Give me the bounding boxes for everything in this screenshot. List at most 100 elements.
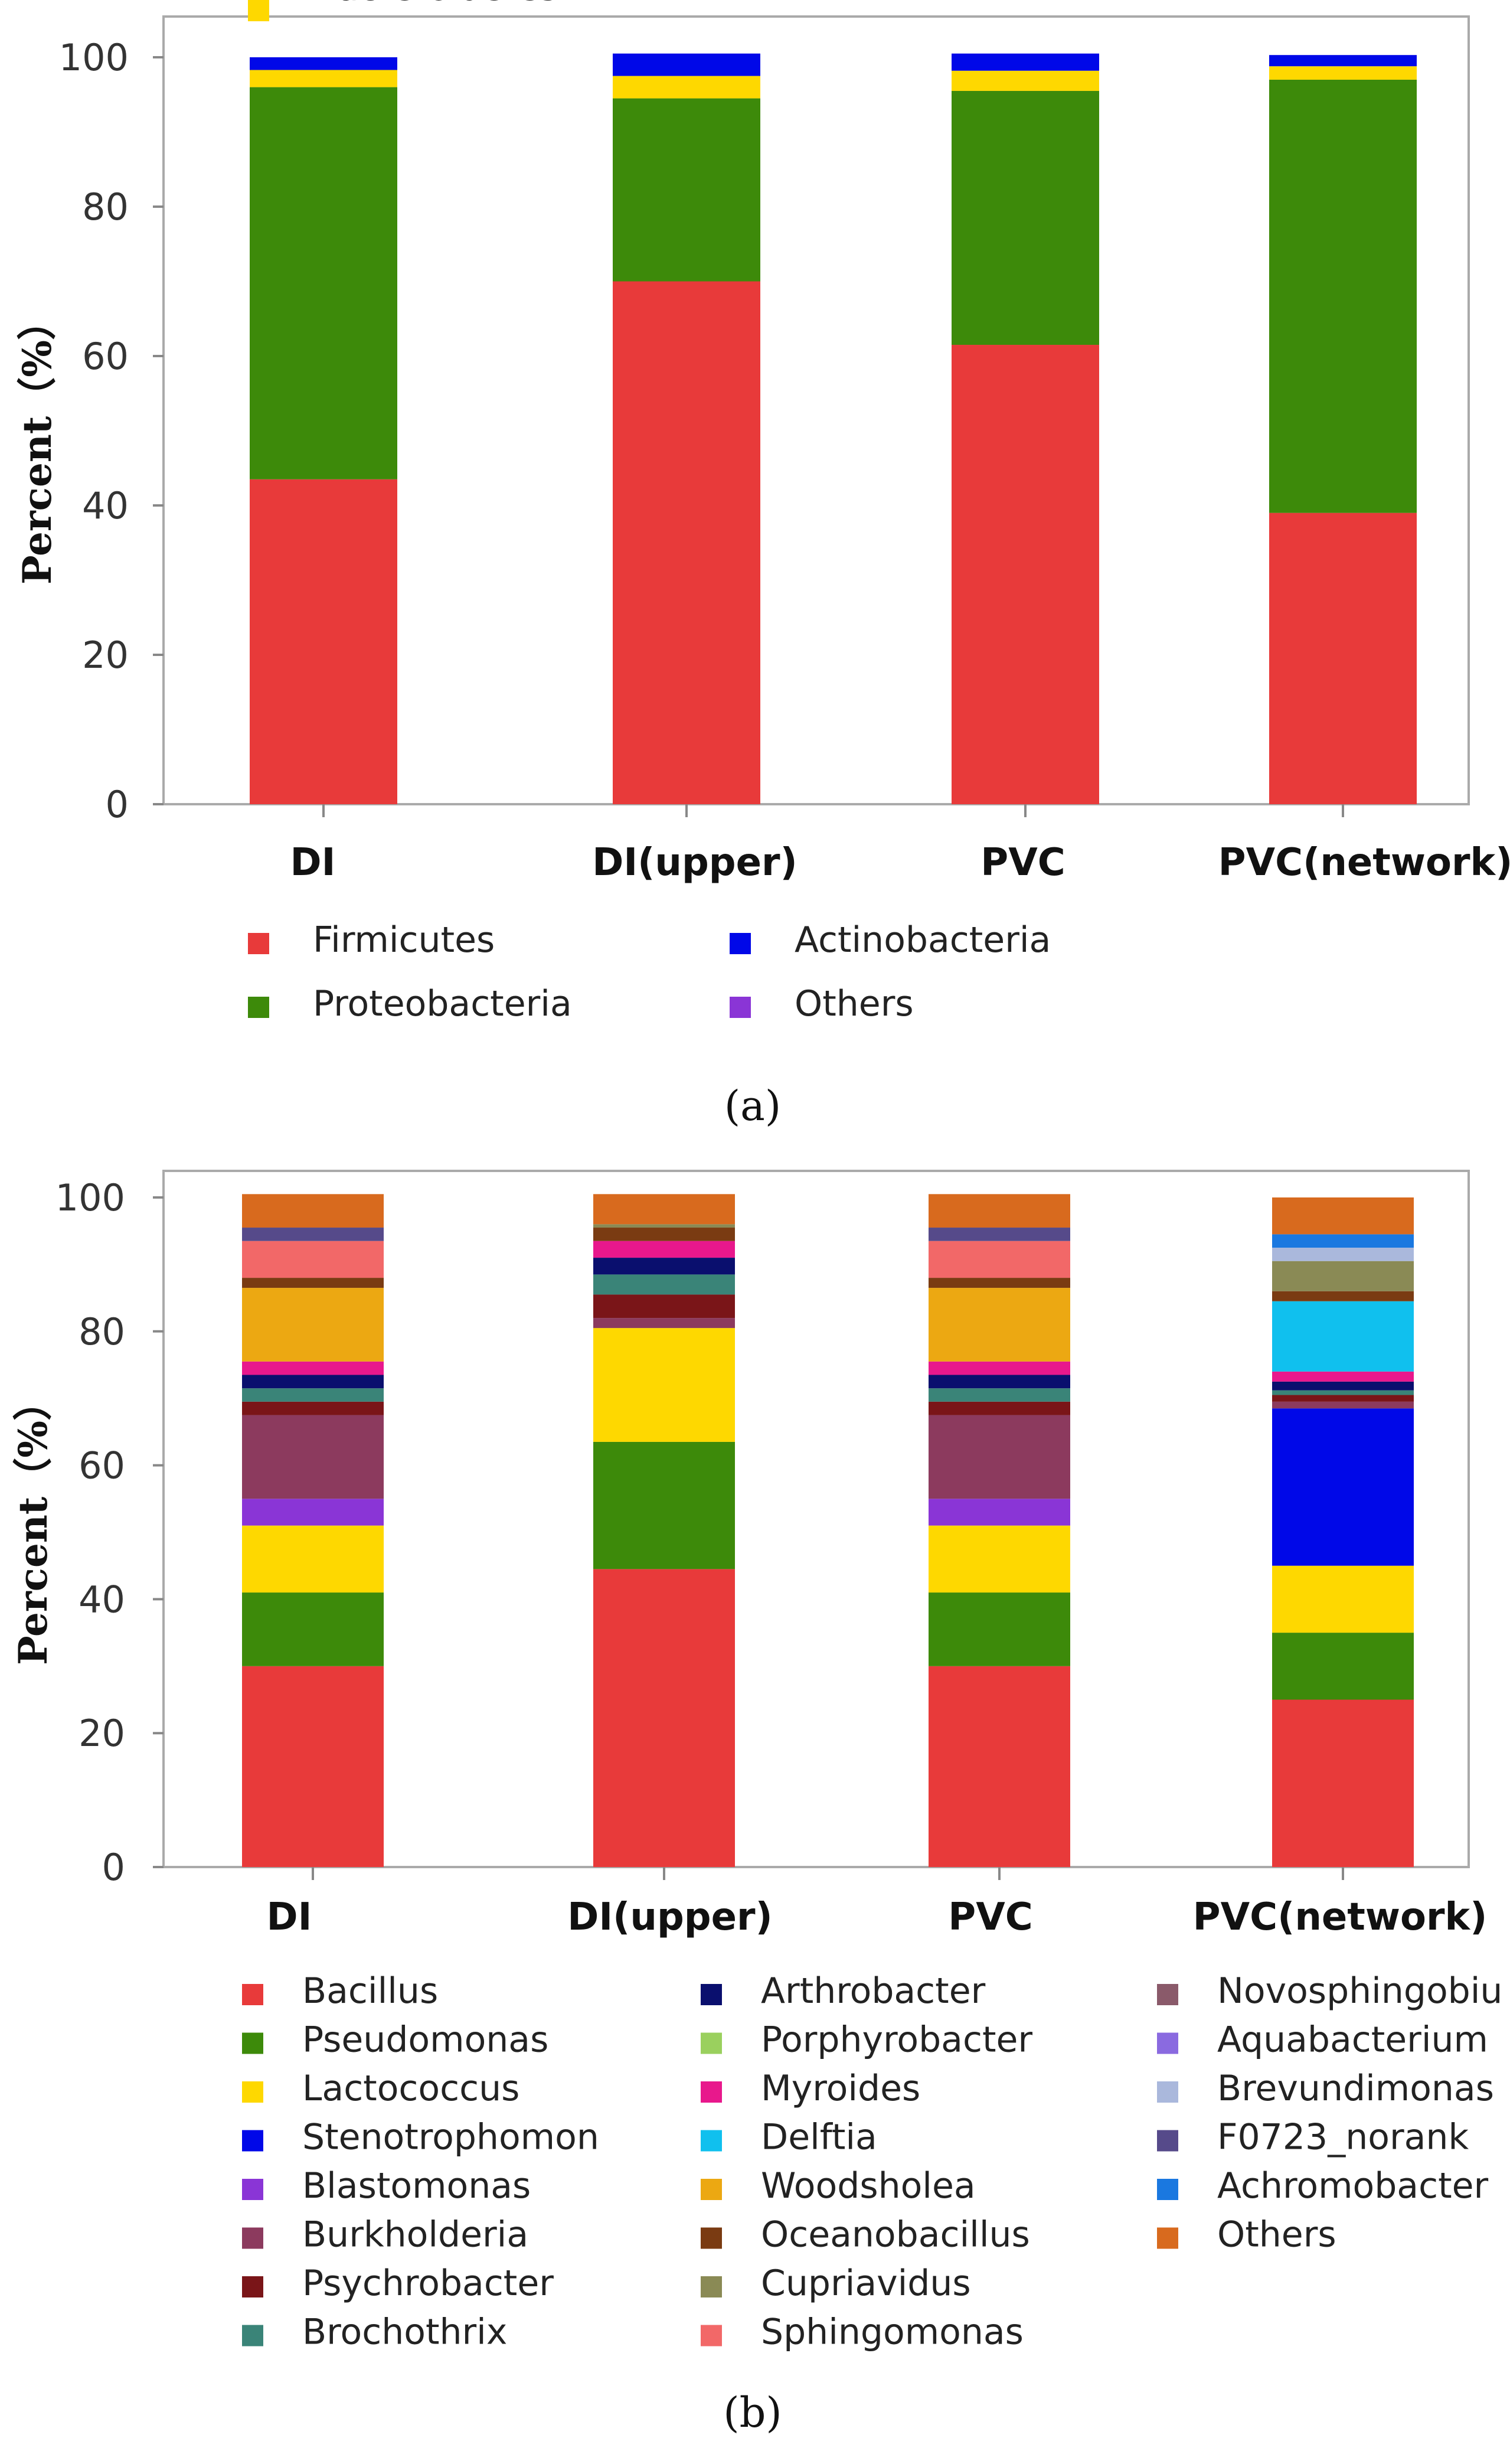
legend-label-others: Others xyxy=(1217,2214,1336,2256)
bar-pvc-network-delftia xyxy=(1272,1301,1414,1372)
legend-label-psychrobacter: Psychrobacter xyxy=(302,2263,554,2304)
bar-pvc-network-arthrobacter xyxy=(1272,1381,1414,1391)
bar-di-proteobacteria xyxy=(250,87,397,479)
legend-label-others: Others xyxy=(795,983,914,1024)
bar-pvc-network-burkholderia xyxy=(1272,1401,1414,1409)
y-tick-label: 60 xyxy=(82,335,129,378)
bar-pvc-network-myroides xyxy=(1272,1371,1414,1382)
y-axis-label: Percent（%） xyxy=(10,1382,56,1665)
bar-di-sphingomonas xyxy=(242,1241,384,1278)
legend-label-oceanobacillus: Oceanobacillus xyxy=(761,2214,1030,2256)
bar-pvc-network-lactococcus xyxy=(1272,1565,1414,1633)
bar-pvc-sphingomonas xyxy=(929,1241,1070,1278)
plot-frame xyxy=(162,15,1470,805)
bar-pvc-network-bacillus xyxy=(1272,1699,1414,1867)
bar-di-upper-arthrobacter xyxy=(593,1258,735,1275)
y-tick-label: 80 xyxy=(79,1310,125,1353)
legend-swatch-brevundimonas xyxy=(1157,2081,1178,2103)
bar-di-blastomonas xyxy=(242,1499,384,1526)
legend-label-actinobacteria: Actinobacteria xyxy=(795,919,1051,961)
legend-label-blastomonas: Blastomonas xyxy=(302,2165,531,2207)
bar-di-burkholderia xyxy=(242,1415,384,1499)
legend-swatch-others xyxy=(730,997,751,1018)
legend-label-brevundimonas: Brevundimonas xyxy=(1217,2068,1494,2109)
legend-label-proteobacteria: Proteobacteria xyxy=(313,983,572,1024)
bar-pvc-network-others xyxy=(1272,1197,1414,1235)
legend-swatch-burkholderia xyxy=(242,2227,263,2249)
legend-label-brochothrix: Brochothrix xyxy=(302,2312,507,2353)
legend-swatch-woodsholea xyxy=(701,2179,722,2200)
bar-pvc-pseudomonas xyxy=(929,1592,1070,1666)
y-tick-label: 20 xyxy=(82,634,129,677)
bar-di-myroides xyxy=(242,1361,384,1375)
bar-di-upper-cupriavidus xyxy=(593,1224,735,1228)
legend: Bacillus Pseudomonas Lactococcus Stenotroph… xyxy=(242,1970,1502,2353)
y-tick-label: 20 xyxy=(79,1712,125,1755)
bar-di-upper-bacillus xyxy=(593,1569,735,1867)
legend-label-achromobacter: Achromobacter xyxy=(1217,2165,1489,2207)
legend-swatch-oceanobacillus xyxy=(701,2227,722,2249)
legend-swatch-bacteroidetes xyxy=(248,0,269,21)
bar-pvc-others xyxy=(929,1194,1070,1228)
bar-pvc-proteobacteria xyxy=(952,90,1099,345)
legend-label-stenotrophomon: Stenotrophomon xyxy=(302,2117,599,2158)
bar-di-lactococcus xyxy=(242,1525,384,1593)
y-tick-label: 40 xyxy=(82,484,129,527)
legend-label-delftia: Delftia xyxy=(761,2117,877,2158)
legend-swatch-brochothrix xyxy=(242,2325,263,2346)
legend-swatch-pseudomonas xyxy=(242,2032,263,2054)
legend-label-cupriavidus: Cupriavidus xyxy=(761,2263,971,2304)
legend-swatch-achromobacter xyxy=(1157,2179,1178,2200)
legend-swatch-sphingomonas xyxy=(701,2325,722,2346)
x-tick-label-pvc-network: PVC(network) xyxy=(1218,841,1510,885)
bar-di-f0723-norank xyxy=(242,1228,384,1241)
bar-di-upper-proteobacteria xyxy=(613,98,760,282)
y-tick-label: 80 xyxy=(82,185,129,229)
legend-label-lactococcus: Lactococcus xyxy=(302,2068,519,2109)
panel-caption: (b) xyxy=(723,2388,782,2437)
x-tick-label-pvc-network: PVC(network) xyxy=(1193,1895,1488,1939)
x-tick-label-pvc: PVC xyxy=(948,1895,1032,1939)
bar-pvc-arthrobacter xyxy=(929,1375,1070,1389)
legend-label-woodsholea: Woodsholea xyxy=(761,2165,976,2207)
bar-di-upper-myroides xyxy=(593,1241,735,1258)
legend-label-burkholderia: Burkholderia xyxy=(302,2214,528,2256)
legend-swatch-stenotrophomon xyxy=(242,2130,263,2152)
bar-di-woodsholea xyxy=(242,1288,384,1362)
plot-frame xyxy=(162,1170,1470,1868)
legend-swatch-delftia xyxy=(701,2130,722,2152)
bar-pvc-brochothrix xyxy=(929,1388,1070,1402)
legend-swatch-actinobacteria xyxy=(730,933,751,954)
y-tick-label: 0 xyxy=(106,783,129,826)
bar-di-upper-actinobacteria xyxy=(613,53,760,76)
legend-swatch-aquabacterium xyxy=(1157,2032,1178,2054)
bar-pvc-network-pseudomonas xyxy=(1272,1633,1414,1700)
bar-di-arthrobacter xyxy=(242,1375,384,1389)
bar-di-brochothrix xyxy=(242,1388,384,1402)
legend-label-bacteroidetes: Bacteroidetes xyxy=(313,0,558,9)
legend-swatch-f0723-norank xyxy=(1157,2130,1178,2152)
y-tick-label: 60 xyxy=(79,1444,125,1487)
bar-di-upper-bacteroidetes xyxy=(613,76,760,99)
panel-a-chart: 0 20 40 60 80 100 DI DI(upper) PVC PVC(network) Pe… xyxy=(14,0,1510,1130)
bar-di-upper-oceanobacillus xyxy=(593,1228,735,1241)
bar-pvc-network-brochothrix xyxy=(1272,1390,1414,1395)
bar-di-upper-burkholderia xyxy=(593,1318,735,1329)
panel-caption: (a) xyxy=(724,1082,781,1130)
bar-di-upper-brochothrix xyxy=(593,1274,735,1295)
legend-swatch-bacillus xyxy=(242,1984,263,2005)
bar-di-bacillus xyxy=(242,1666,384,1867)
bar-pvc-network-oceanobacillus xyxy=(1272,1291,1414,1301)
legend-swatch-arthrobacter xyxy=(701,1984,722,2005)
legend-swatch-cupriavidus xyxy=(701,2276,722,2297)
bar-pvc-bacillus xyxy=(929,1666,1070,1867)
bar-di-pseudomonas xyxy=(242,1592,384,1666)
x-tick-label-di-upper: DI(upper) xyxy=(567,1895,773,1939)
legend-swatch-psychrobacter xyxy=(242,2276,263,2297)
bar-pvc-burkholderia xyxy=(929,1415,1070,1499)
legend-swatch-porphyrobacter xyxy=(701,2032,722,2054)
bar-pvc-myroides xyxy=(929,1361,1070,1375)
bar-pvc-network-brevundimonas xyxy=(1272,1248,1414,1261)
